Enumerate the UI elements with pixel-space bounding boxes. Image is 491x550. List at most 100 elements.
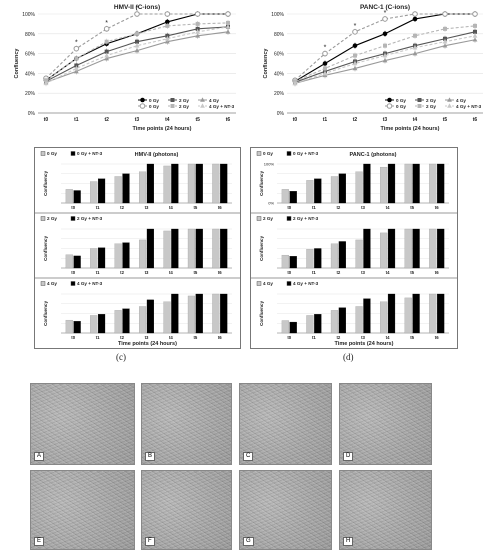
data-point (165, 23, 170, 28)
data-point (134, 48, 140, 53)
data-point (194, 11, 201, 17)
legend-label: 2 Gy + NT-3 (293, 216, 319, 221)
y-tick-label: 100% (271, 12, 284, 18)
data-point (352, 60, 358, 66)
x-tick-label: t2 (337, 335, 341, 340)
bar (195, 163, 203, 204)
bar (380, 301, 388, 334)
y-tick-label: 0% (268, 201, 274, 206)
series-0-Gy (43, 11, 231, 82)
bar (73, 190, 81, 204)
data-point (472, 33, 478, 38)
significance-mark: * (75, 40, 78, 47)
x-tick-label: t6 (435, 205, 439, 210)
series-0-Gy (292, 11, 478, 84)
legend-label: 4 Gy (456, 98, 466, 103)
data-point (134, 43, 140, 48)
data-point (195, 33, 201, 38)
bar (163, 301, 171, 334)
bar (212, 163, 220, 204)
data-point (417, 104, 422, 108)
data-point (135, 31, 139, 36)
x-tick-label: t5 (193, 270, 197, 275)
legend-label: 2 Gy + NT-3 (77, 216, 103, 221)
bar (97, 314, 106, 334)
x-axis-label: Time points (24 hours) (118, 341, 177, 347)
line-chart-panc: PANC-1 (C-ions) 0% 20% 40% 60% 80% 100% t0 t1 t2 t… (245, 0, 491, 140)
y-axis-label: Confluency (259, 236, 264, 261)
significance-mark: * (384, 10, 387, 17)
y-tick-label: 60% (274, 52, 285, 58)
legend-label: 0 Gy + NT-3 (77, 151, 103, 156)
micrograph-label: E (34, 537, 45, 546)
bar (380, 232, 388, 269)
legend-swatch (70, 281, 76, 286)
data-point (382, 16, 388, 22)
bar (139, 239, 147, 269)
x-tick-label: t5 (410, 270, 414, 275)
bar (355, 171, 363, 204)
data-point (195, 21, 200, 26)
x-tick-label: t0 (71, 205, 75, 210)
y-axis-label: Confluency (259, 301, 264, 326)
bar-chart-hmv-svg: 0 Gy 0 Gy + NT-3 HMV-II (photons) Confluenc… (35, 151, 240, 347)
data-point (140, 97, 145, 103)
x-tick-label: t2 (337, 270, 341, 275)
bar-subpanel: 0 Gy 0 Gy + NT-3 PANC-1 (photons) 100% 0% Con… (256, 151, 449, 210)
bar (163, 165, 171, 204)
bar (97, 178, 106, 204)
bar (289, 321, 297, 334)
data-point (322, 61, 328, 66)
data-point (322, 70, 328, 76)
bar (171, 228, 179, 269)
bar (437, 163, 445, 204)
legend-item: 4 Gy + NT-3 (445, 103, 482, 109)
chart-title: HMV-II (C-ions) (114, 4, 160, 11)
data-point (292, 80, 298, 86)
bar (65, 189, 73, 204)
data-point (352, 43, 358, 48)
legend-item: 0 Gy (138, 103, 159, 109)
data-point (135, 39, 139, 44)
legend-label: 0 Gy (149, 104, 159, 109)
data-point (472, 37, 478, 42)
legend-label: 4 Gy + NT-3 (293, 281, 319, 286)
bar (412, 293, 420, 334)
data-point (104, 39, 109, 44)
x-tick-label: t0 (287, 205, 291, 210)
bar-chart-panc-svg: 0 Gy 0 Gy + NT-3 PANC-1 (photons) 100% 0% Con… (251, 151, 457, 347)
data-point (225, 24, 231, 29)
y-tick-label: 40% (25, 71, 36, 77)
legend-item: 0 Gy (385, 103, 406, 109)
bar-subpanel: 2 Gy 2 Gy + NT-3 Confluency t0 t1 t2 t3 t4 t5 t6 (35, 212, 240, 275)
chart-title: HMV-II (photons) (135, 152, 179, 158)
bar (355, 306, 363, 334)
bar (114, 176, 122, 204)
data-point (195, 29, 201, 34)
x-tick-label: t3 (145, 335, 149, 340)
x-axis-label: Time points (24 hours) (335, 341, 394, 347)
legend-item: 0 Gy (385, 97, 406, 103)
bar (314, 314, 322, 334)
data-point (164, 11, 171, 17)
x-tick-label: t4 (386, 335, 390, 340)
micrograph-label: C (243, 452, 254, 461)
data-point (134, 11, 140, 17)
data-point (323, 66, 327, 71)
x-tick-label: t0 (44, 117, 49, 123)
bar (289, 191, 297, 204)
data-point (382, 52, 388, 58)
legend-swatch (256, 216, 262, 221)
bar (387, 293, 396, 334)
x-tick-label: t4 (169, 335, 173, 340)
x-tick-label: t1 (96, 270, 100, 275)
data-point (170, 98, 175, 102)
micrograph-g: G (239, 470, 332, 550)
bar (314, 178, 322, 204)
bar (281, 254, 289, 269)
data-point (353, 53, 357, 58)
y-tick-label: 100% (22, 12, 35, 18)
x-tick-label: t6 (435, 270, 439, 275)
micrograph-f: F (141, 470, 232, 550)
legend-item: 0 Gy (138, 97, 159, 103)
